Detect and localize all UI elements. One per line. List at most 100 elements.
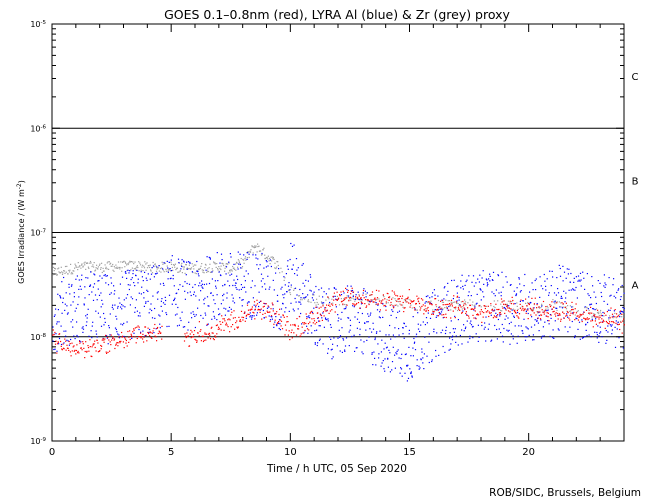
data-point — [590, 297, 592, 299]
data-point — [97, 266, 99, 268]
data-point — [352, 291, 355, 293]
data-point — [396, 300, 398, 302]
data-point — [247, 273, 249, 275]
data-point — [194, 315, 196, 317]
data-point — [108, 268, 110, 270]
data-point — [368, 303, 370, 305]
data-point — [137, 282, 139, 284]
data-point — [300, 312, 302, 315]
data-point — [415, 309, 417, 311]
data-point — [391, 298, 393, 300]
data-point — [156, 268, 158, 270]
data-point — [420, 359, 422, 361]
data-point — [243, 286, 246, 288]
data-point — [343, 298, 345, 300]
data-point — [72, 270, 74, 272]
data-point — [591, 320, 594, 322]
data-point — [245, 315, 247, 317]
data-point — [461, 311, 463, 313]
data-point — [488, 311, 490, 313]
data-point — [540, 285, 542, 287]
data-point — [304, 298, 306, 300]
data-point — [260, 273, 263, 275]
data-point — [150, 273, 153, 275]
data-point — [159, 331, 161, 333]
data-point — [314, 302, 316, 304]
data-point — [360, 301, 363, 303]
data-point — [234, 317, 236, 319]
data-point — [449, 305, 451, 307]
data-point — [202, 340, 205, 343]
data-point — [157, 298, 159, 300]
data-point — [52, 266, 55, 268]
data-point — [330, 303, 332, 305]
data-point — [540, 314, 542, 316]
data-point — [549, 270, 551, 272]
data-point — [248, 256, 250, 258]
data-point — [545, 285, 547, 287]
data-point — [559, 314, 561, 316]
data-point — [59, 295, 61, 297]
data-point — [125, 271, 127, 273]
data-point — [137, 278, 139, 280]
data-point — [260, 300, 262, 302]
data-point — [141, 264, 144, 266]
data-point — [443, 314, 445, 316]
data-point — [563, 317, 565, 319]
data-point — [500, 298, 503, 300]
data-point — [89, 339, 91, 341]
data-point — [368, 315, 370, 317]
data-point — [119, 268, 121, 270]
data-point — [596, 316, 598, 318]
data-point — [170, 270, 173, 272]
data-point — [478, 314, 480, 316]
data-point — [283, 297, 285, 299]
x-tick-label: 20 — [522, 447, 535, 458]
data-point — [64, 338, 66, 340]
data-point — [438, 354, 440, 356]
data-point — [405, 298, 407, 300]
data-point — [621, 310, 623, 312]
data-point — [234, 284, 236, 287]
data-point — [413, 342, 415, 344]
data-point — [614, 312, 616, 314]
data-point — [388, 297, 390, 299]
data-point — [123, 260, 125, 262]
data-point — [102, 303, 104, 305]
data-point — [119, 340, 121, 343]
data-point — [79, 340, 81, 342]
data-point — [477, 340, 479, 342]
data-point — [573, 311, 575, 313]
data-point — [213, 262, 215, 264]
data-point — [228, 262, 230, 264]
data-point — [491, 308, 494, 310]
data-point — [446, 303, 448, 306]
data-point — [398, 328, 400, 330]
data-point — [345, 306, 347, 308]
data-point — [319, 338, 321, 340]
data-point — [483, 283, 485, 285]
data-point — [532, 334, 534, 336]
data-point — [352, 297, 354, 299]
data-point — [585, 329, 587, 331]
data-point — [126, 321, 128, 323]
data-point — [524, 308, 526, 310]
data-point — [155, 270, 158, 272]
data-point — [535, 314, 537, 316]
data-point — [217, 308, 220, 310]
data-point — [226, 263, 228, 265]
data-point — [106, 262, 108, 264]
data-point — [263, 305, 265, 307]
data-point — [271, 318, 273, 320]
data-point — [490, 312, 492, 314]
data-point — [237, 327, 239, 329]
data-point — [522, 332, 524, 334]
data-point — [428, 301, 430, 303]
data-point — [422, 362, 424, 364]
data-point — [407, 296, 409, 298]
data-point — [269, 319, 272, 321]
data-point — [295, 334, 298, 336]
data-point — [165, 268, 167, 270]
series-layer — [52, 242, 625, 382]
data-point — [344, 345, 347, 347]
